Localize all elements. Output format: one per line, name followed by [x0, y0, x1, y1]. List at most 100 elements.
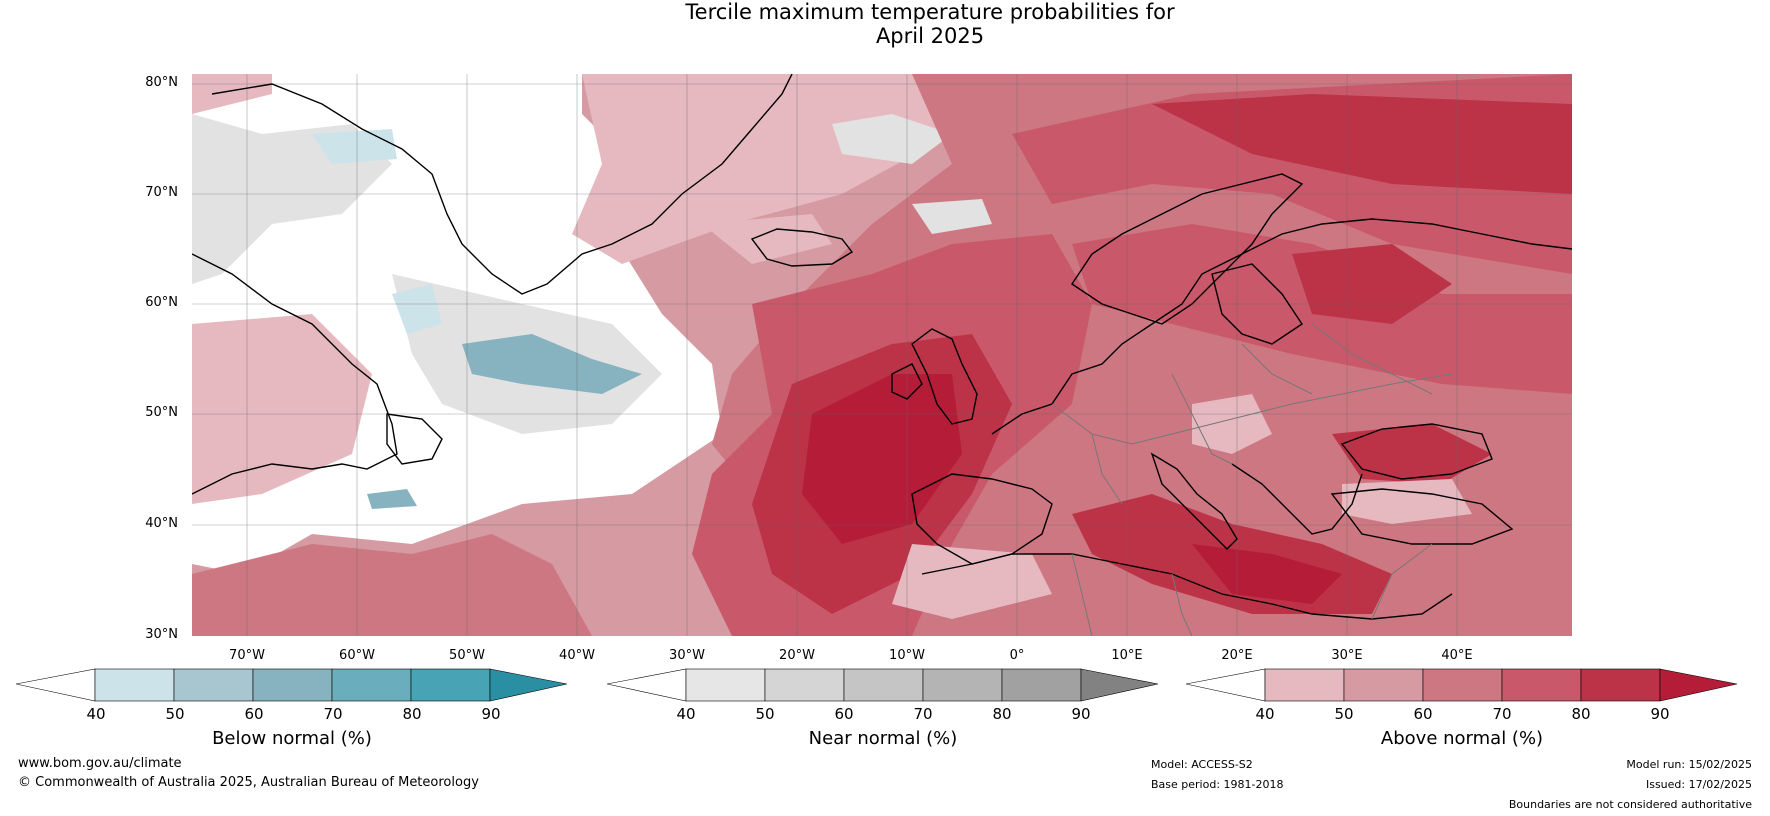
region-iceland-light	[702, 214, 832, 264]
lat-label-40: 40°N	[145, 516, 178, 531]
region-arctic-80	[1152, 94, 1572, 194]
footer-copyright: © Commonwealth of Australia 2025, Austra…	[18, 775, 479, 790]
region-lab-below-light	[392, 284, 442, 334]
lat-label-80: 80°N	[145, 75, 178, 90]
lon-label-60w: 60°W	[339, 648, 375, 663]
cb-above-tick-60: 60	[1413, 705, 1433, 723]
region-newfoundland-below	[367, 489, 417, 509]
lat-label-60: 60°N	[145, 295, 178, 310]
lat-label-70: 70°N	[145, 185, 178, 200]
region-nafrica-light	[892, 544, 1052, 619]
cb-above-high-arrow	[1659, 668, 1738, 702]
iberia-coast	[911, 473, 1053, 565]
iceland-coast	[750, 228, 854, 267]
turkey-coast	[1330, 488, 1514, 545]
footer-issued: Issued: 17/02/2025	[1645, 778, 1752, 791]
title-line-1: Tercile maximum temperature probabilitie…	[685, 0, 1175, 24]
cb-above-seg-1	[1264, 668, 1345, 702]
lon-label-10e: 10°E	[1111, 648, 1143, 663]
region-svalbard-near	[832, 114, 952, 164]
lon-label-0: 0°	[1009, 648, 1025, 663]
region-canada-light	[192, 314, 372, 504]
footer-base-period: Base period: 1981-2018	[1151, 778, 1284, 791]
newfoundland-coast	[386, 413, 443, 465]
cb-near-tick-90: 90	[1071, 705, 1091, 723]
cb-below-tick-70: 70	[323, 705, 343, 723]
cb-below-seg-4	[331, 668, 412, 702]
coastlines	[192, 74, 1572, 620]
footer-model-run: Model run: 15/02/2025	[1626, 758, 1752, 771]
cb-near-tick-50: 50	[755, 705, 775, 723]
cb-above-seg-4	[1501, 668, 1582, 702]
scandinavia-coast	[1071, 173, 1304, 325]
cb-near-high-arrow	[1080, 668, 1159, 702]
lon-label-20e: 20°E	[1221, 648, 1253, 663]
cb-below-seg-3	[252, 668, 333, 702]
title-line-2: April 2025	[875, 24, 985, 48]
cb-near-label: Near normal (%)	[808, 728, 958, 749]
lon-label-20w: 20°W	[779, 648, 815, 663]
region-med-90	[1192, 544, 1342, 604]
footer-website: www.bom.gov.au/climate	[18, 756, 182, 771]
cb-near-seg-4	[922, 668, 1003, 702]
cb-below-tick-80: 80	[402, 705, 422, 723]
lat-label-50: 50°N	[145, 405, 178, 420]
italy-coast	[1150, 452, 1238, 550]
lon-label-70w: 70°W	[229, 648, 265, 663]
cb-above-seg-5	[1580, 668, 1661, 702]
region-blacksea-80	[1332, 424, 1492, 484]
region-labrador-below	[462, 334, 642, 394]
cb-below-tick-50: 50	[165, 705, 185, 723]
nafrica-coast	[921, 553, 1453, 620]
region-iceland-patch-near	[912, 199, 992, 234]
footer-model: Model: ACCESS-S2	[1151, 758, 1253, 771]
cb-above-label: Above normal (%)	[1380, 728, 1544, 749]
baltic-coast	[1211, 263, 1303, 345]
colorbar-near	[607, 668, 1159, 702]
lon-label-10w: 10°W	[889, 648, 925, 663]
cb-near-tick-70: 70	[913, 705, 933, 723]
cb-above-tick-40: 40	[1255, 705, 1275, 723]
cb-near-seg-3	[843, 668, 924, 702]
cb-above-tick-70: 70	[1492, 705, 1512, 723]
region-balkans-light	[1192, 394, 1272, 454]
cb-below-seg-2	[173, 668, 254, 702]
cb-below-high-arrow	[489, 668, 568, 702]
region-southwest-60	[192, 534, 592, 636]
colorbar-below	[16, 668, 568, 702]
cb-below-tick-90: 90	[481, 705, 501, 723]
cb-below-low-arrow	[16, 668, 96, 702]
cb-above-seg-3	[1422, 668, 1503, 702]
cb-below-tick-40: 40	[86, 705, 106, 723]
cb-above-low-arrow	[1186, 668, 1266, 702]
europe-coast	[991, 218, 1572, 435]
country-borders	[1051, 323, 1453, 636]
cb-near-seg-2	[764, 668, 845, 702]
footer-disclaimer: Boundaries are not considered authoritat…	[1508, 798, 1752, 811]
map-title: Tercile maximum temperature probabilitie…	[0, 0, 1770, 48]
cb-below-seg-1	[94, 668, 175, 702]
lat-label-30: 30°N	[145, 627, 178, 642]
cb-below-tick-60: 60	[244, 705, 264, 723]
labrador-coast	[192, 253, 398, 495]
cb-above-seg-2	[1343, 668, 1424, 702]
region-atlantic-90	[802, 374, 962, 544]
cb-near-seg-5	[1001, 668, 1082, 702]
lon-label-30w: 30°W	[669, 648, 705, 663]
british-isles-coast	[891, 328, 978, 425]
map-svg	[192, 74, 1572, 636]
cb-above-tick-50: 50	[1334, 705, 1354, 723]
colorbar-above	[1186, 668, 1738, 702]
cb-near-tick-40: 40	[676, 705, 696, 723]
cb-above-tick-90: 90	[1650, 705, 1670, 723]
cb-near-tick-60: 60	[834, 705, 854, 723]
blacksea-coast	[1340, 423, 1493, 480]
balkans-coast	[1231, 463, 1363, 535]
greenland-coast	[211, 74, 793, 295]
cb-near-seg-1	[685, 668, 766, 702]
cb-near-tick-80: 80	[992, 705, 1012, 723]
cb-near-low-arrow	[607, 668, 687, 702]
cb-below-label: Below normal (%)	[212, 728, 372, 749]
lon-label-40w: 40°W	[559, 648, 595, 663]
lon-label-40e: 40°E	[1441, 648, 1473, 663]
